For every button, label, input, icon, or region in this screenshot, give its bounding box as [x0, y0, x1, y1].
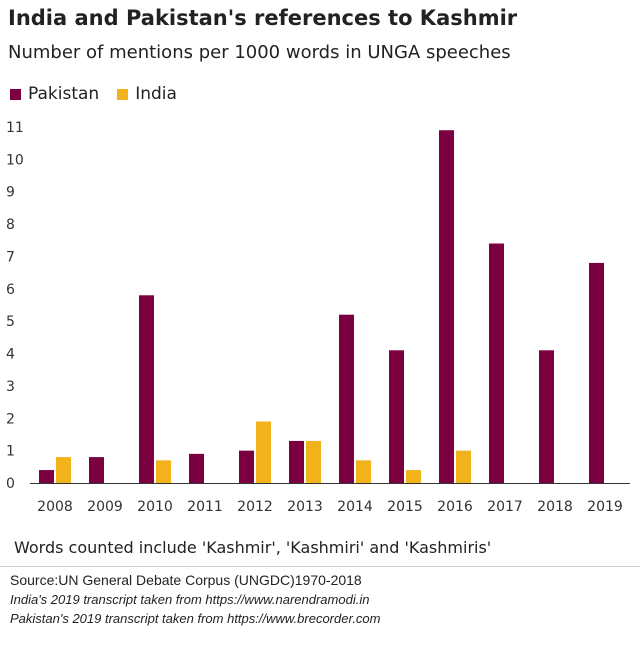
x-tick-label: 2010 [137, 499, 173, 515]
x-tick-label: 2019 [587, 499, 623, 515]
x-tick-label: 2018 [537, 499, 573, 515]
x-tick-label: 2011 [187, 499, 223, 515]
bar-india-2015 [406, 470, 421, 483]
bar-pakistan-2016 [439, 130, 454, 483]
bar-india-2008 [56, 457, 71, 483]
legend-item-india: India [117, 84, 177, 104]
x-tick-label: 2016 [437, 499, 473, 515]
bar-india-2016 [456, 450, 471, 483]
y-tick-label: 2 [6, 411, 15, 427]
bar-pakistan-2009 [89, 457, 104, 483]
bar-pakistan-2008 [39, 470, 54, 483]
bar-pakistan-2018 [539, 350, 554, 483]
bar-india-2010 [156, 460, 171, 483]
y-tick-label: 10 [6, 152, 24, 168]
x-tick-label: 2014 [337, 499, 373, 515]
legend-label-pakistan: Pakistan [28, 84, 100, 104]
y-tick-label: 6 [6, 282, 15, 298]
bar-india-2014 [356, 460, 371, 483]
chart-subtitle: Number of mentions per 1000 words in UNG… [8, 42, 511, 63]
bar-pakistan-2013 [289, 440, 304, 483]
bar-india-2013 [306, 440, 321, 483]
x-tick-label: 2012 [237, 499, 273, 515]
bar-chart: 0 1 2 3 4 5 6 7 8 9 10 11 2008 2009 2010 2011 2012 2013 20… [6, 120, 630, 515]
bar-pakistan-2017 [489, 243, 504, 483]
bar-pakistan-2011 [189, 453, 204, 483]
source-text: Source:UN General Debate Corpus (UNGDC)1… [10, 572, 362, 588]
bar-pakistan-2014 [339, 314, 354, 483]
x-tick-label: 2009 [87, 499, 123, 515]
y-tick-label: 0 [6, 476, 15, 492]
bar-pakistan-2019 [589, 262, 604, 483]
y-tick-label: 11 [6, 120, 24, 136]
legend-swatch-pakistan [10, 88, 21, 100]
bar-india-2012 [256, 421, 271, 483]
y-tick-label: 5 [6, 314, 15, 330]
legend-label-india: India [135, 84, 177, 104]
chart-note: Words counted include 'Kashmir', 'Kashmi… [14, 538, 492, 557]
x-tick-label: 2015 [387, 499, 423, 515]
chart-title: India and Pakistan's references to Kashm… [8, 6, 518, 30]
y-tick-label: 7 [6, 249, 15, 265]
bar-pakistan-2015 [389, 350, 404, 483]
legend: Pakistan India [10, 84, 195, 104]
divider [0, 566, 640, 567]
bar-pakistan-2012 [239, 450, 254, 483]
y-tick-label: 9 [6, 185, 15, 201]
y-tick-label: 3 [6, 379, 15, 395]
source-india-text: India's 2019 transcript taken from https… [10, 592, 370, 607]
x-tick-label: 2008 [37, 499, 73, 515]
legend-item-pakistan: Pakistan [10, 84, 99, 104]
x-tick-label: 2017 [487, 499, 523, 515]
y-tick-label: 4 [6, 347, 15, 363]
x-tick-label: 2013 [287, 499, 323, 515]
source-pakistan-text: Pakistan's 2019 transcript taken from ht… [10, 611, 381, 626]
y-tick-label: 1 [6, 444, 15, 460]
y-tick-label: 8 [6, 217, 15, 233]
legend-swatch-india [117, 88, 129, 100]
bar-pakistan-2010 [139, 295, 154, 483]
